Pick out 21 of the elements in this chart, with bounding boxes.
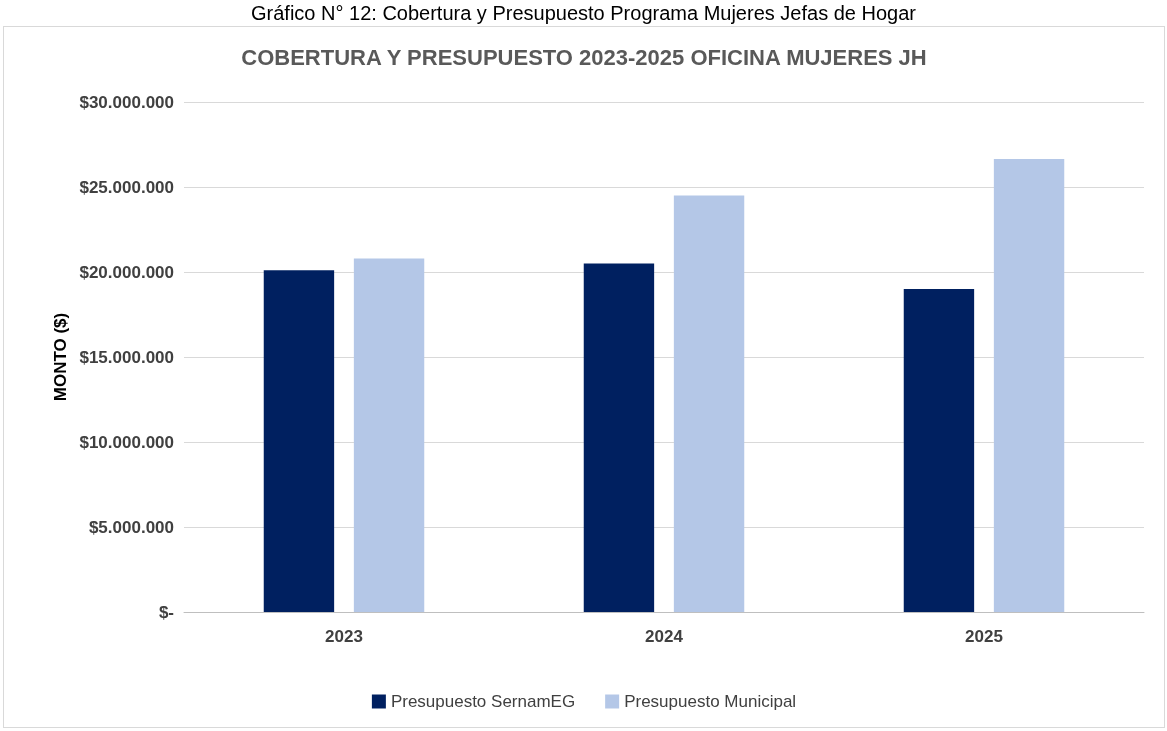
bar	[903, 289, 975, 612]
bar	[583, 263, 655, 612]
y-tick-label: $15.000.000	[79, 347, 174, 367]
x-tick-label: 2024	[645, 627, 684, 646]
y-tick-label: $5.000.000	[88, 517, 174, 537]
legend-label: Presupuesto SernamEG	[390, 692, 576, 711]
y-tick-label: $25.000.000	[79, 177, 174, 197]
x-tick-label: 2025	[965, 627, 1003, 646]
y-tick-label: $10.000.000	[79, 432, 174, 452]
text: Gráfico N° 12: Cobertura y Presupuesto Programa Mujeres Jefas de Hogar	[250, 1, 917, 26]
y-axis-title: MONTO ($)	[50, 312, 70, 402]
x-tick-label: 2023	[325, 627, 363, 646]
chart-title: COBERTURA Y PRESUPUESTO 2023-2025 OFICINA MUJERES JH	[241, 44, 927, 70]
y-tick-label: $20.000.000	[79, 262, 174, 282]
y-tick-label: $30.000.000	[79, 92, 174, 112]
y-tick-label: $-	[158, 602, 174, 622]
bar	[673, 195, 745, 612]
legend-label: Presupuesto Municipal	[624, 692, 797, 711]
bar	[993, 158, 1065, 612]
bar	[353, 258, 425, 612]
bar	[263, 270, 335, 612]
